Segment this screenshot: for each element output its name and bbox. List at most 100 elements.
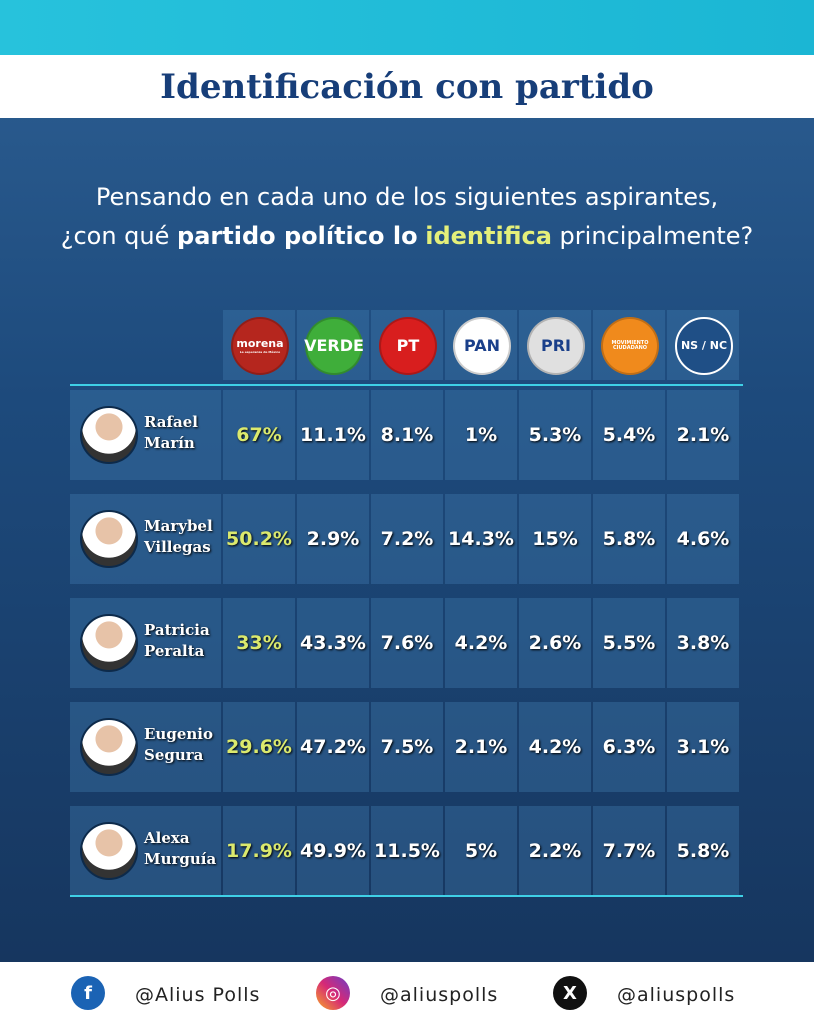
value-cell: 43.3%: [300, 632, 366, 654]
cell-background: [519, 806, 591, 896]
cell-background: [297, 702, 369, 792]
value-cell: 5.5%: [602, 632, 656, 654]
cell-background: [667, 806, 739, 896]
handle[interactable]: @aliuspolls: [380, 984, 499, 1006]
value-cell: 5.4%: [602, 424, 656, 446]
candidate-name: Alexa Murguía: [144, 828, 216, 870]
value-cell: 5%: [464, 840, 498, 862]
cell-background: [445, 806, 517, 896]
cell-background: [445, 702, 517, 792]
party-label: MOVIMIENTO CIUDADANO: [611, 339, 649, 351]
cell-background: [223, 702, 295, 792]
cell-background: [297, 598, 369, 688]
cell-background: [519, 702, 591, 792]
cell-background: [223, 494, 295, 584]
cell-background: [297, 806, 369, 896]
party-logo: PT: [379, 317, 437, 375]
question-line: ¿con qué partido político lo identifica …: [0, 222, 814, 250]
cell-background: [371, 494, 443, 584]
value-cell: 6.3%: [602, 736, 656, 758]
candidate-photo: [80, 406, 138, 464]
facebook-icon[interactable]: f: [71, 976, 105, 1010]
value-cell: 47.2%: [300, 736, 366, 758]
question-part: principalmente?: [559, 222, 754, 250]
candidate-name-line: Rafael: [144, 413, 198, 431]
question-line: Pensando en cada uno de los siguientes a…: [95, 183, 719, 211]
value-cell: 3.1%: [676, 736, 730, 758]
value-cell: 7.6%: [380, 632, 434, 654]
candidate-name-line: Eugenio: [144, 725, 213, 743]
question-part: identifica: [425, 222, 552, 250]
candidate-photo: [80, 614, 138, 672]
instagram-icon[interactable]: ◎: [316, 976, 350, 1010]
header-line: [70, 384, 743, 386]
cell-background: [593, 390, 665, 480]
candidate-name-line: Murguía: [144, 850, 217, 868]
handle[interactable]: @aliuspolls: [617, 984, 736, 1006]
cell-background: [223, 390, 295, 480]
footer-line: [70, 895, 743, 897]
party-label: PAN: [463, 336, 501, 356]
value-cell: 7.7%: [602, 840, 656, 862]
value-cell: 17.9%: [226, 840, 292, 862]
cell-background: [297, 390, 369, 480]
value-cell: 5.8%: [676, 840, 730, 862]
party-logo: PAN: [453, 317, 511, 375]
cell-background: [371, 702, 443, 792]
cell-background: [667, 598, 739, 688]
title: Identificación con partido: [160, 66, 654, 107]
party-label: PRI: [541, 336, 571, 356]
party-label: PT: [396, 336, 420, 356]
party-label: VERDE: [304, 336, 364, 356]
candidate-name: Rafael Marín: [144, 412, 198, 454]
candidate-photo: [80, 822, 138, 880]
value-cell: 2.6%: [528, 632, 582, 654]
value-cell: 4.2%: [454, 632, 508, 654]
candidate-name-line: Peralta: [144, 642, 205, 660]
cell-background: [223, 806, 295, 896]
party-logo: VERDE: [304, 317, 364, 375]
value-cell: 7.5%: [380, 736, 434, 758]
value-cell: 33%: [236, 632, 282, 654]
value-cell: 11.5%: [374, 840, 440, 862]
value-cell: 14.3%: [448, 528, 514, 550]
cell-background: [593, 806, 665, 896]
cell-background: [667, 702, 739, 792]
cell-background: [445, 494, 517, 584]
value-cell: 2.2%: [528, 840, 582, 862]
cell-background: [667, 494, 739, 584]
value-cell: 49.9%: [300, 840, 366, 862]
footer: f @Alius Polls ◎ @aliuspolls X @aliuspol…: [0, 962, 814, 1024]
party-label: morena: [236, 336, 284, 350]
cell-background: [667, 390, 739, 480]
party-label: NS / NC: [680, 338, 728, 352]
handle[interactable]: @Alius Polls: [135, 984, 261, 1006]
cell-background: [593, 702, 665, 792]
value-cell: 11.1%: [300, 424, 366, 446]
candidate-name-line: Villegas: [144, 538, 211, 556]
question-part: ¿con qué: [60, 222, 170, 250]
candidate-name-line: Segura: [144, 746, 204, 764]
value-cell: 8.1%: [380, 424, 434, 446]
candidate-name: Patricia Peralta: [144, 620, 210, 662]
party-logo: PRI: [527, 317, 585, 375]
cell-background: [593, 598, 665, 688]
value-cell: 4.2%: [528, 736, 582, 758]
candidate-name: Marybel Villegas: [144, 516, 213, 558]
candidate-name: Eugenio Segura: [144, 724, 213, 766]
party-logo: NS / NC: [675, 317, 733, 375]
party-logo: morena La esperanza de México: [231, 317, 289, 375]
cell-background: [371, 598, 443, 688]
cell-background: [593, 494, 665, 584]
cell-background: [519, 390, 591, 480]
title-bar: Identificación con partido: [0, 55, 814, 118]
candidate-name-line: Marybel: [144, 517, 213, 535]
candidate-name-line: Patricia: [144, 621, 210, 639]
x-icon[interactable]: X: [553, 976, 587, 1010]
cell-background: [297, 494, 369, 584]
candidate-photo: [80, 718, 138, 776]
party-logo: MOVIMIENTO CIUDADANO: [601, 317, 659, 375]
value-cell: 67%: [236, 424, 282, 446]
value-cell: 1%: [464, 424, 498, 446]
